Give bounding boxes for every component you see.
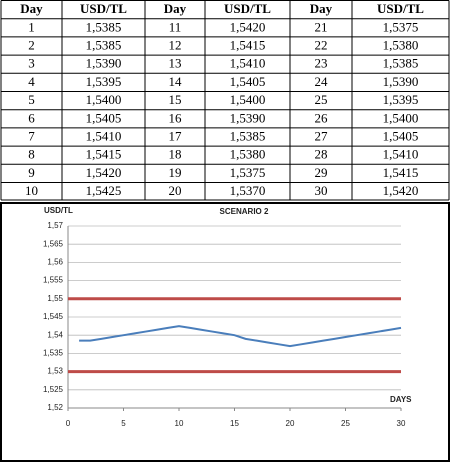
table-cell: 1,5425 [86,183,122,198]
table-cell: 26 [315,110,329,125]
y-tick-label: 1,52 [47,403,63,412]
table-cell: 1,5415 [86,147,122,162]
table-header: USD/TL [377,1,424,16]
y-tick-label: 1,525 [43,385,64,394]
table-cell: 1,5385 [383,56,419,71]
table-cell: 1,5395 [86,74,122,89]
x-tick-label: 5 [121,419,126,428]
table-header: USD/TL [80,1,127,16]
table-cell: 1,5420 [230,19,266,34]
table-cell: 1,5410 [230,56,266,71]
table-cell: 1,5385 [230,128,266,143]
table-cell: 1,5410 [383,147,419,162]
y-tick-label: 1,57 [47,221,63,230]
table-cell: 15 [169,92,182,107]
table-cell: 4 [28,74,35,89]
y-tick-label: 1,545 [43,312,64,321]
x-axis-label: DAYS [390,395,412,404]
table-header: Day [310,1,333,16]
table-cell: 1,5405 [383,128,419,143]
y-tick-label: 1,54 [47,330,63,339]
y-tick-label: 1,555 [43,276,64,285]
table-header: USD/TL [224,1,271,16]
table-cell: 1,5405 [230,74,266,89]
y-tick-label: 1,53 [47,367,63,376]
table-cell: 1,5370 [230,183,266,198]
table-cell: 1,5400 [383,110,419,125]
y-tick-label: 1,535 [43,349,64,358]
table-cell: 29 [315,165,328,180]
x-tick-label: 15 [230,419,239,428]
table-cell: 1,5380 [383,37,419,52]
table-cell: 6 [28,110,35,125]
table-cell: 1,5415 [230,37,266,52]
table-cell: 1,5375 [230,165,266,180]
table-cell: 11 [169,19,182,34]
x-tick-label: 30 [397,419,406,428]
table-cell: 1,5410 [86,128,122,143]
table-cell: 10 [25,183,38,198]
table-cell: 1,5400 [86,92,122,107]
table-cell: 1 [28,19,35,34]
table-cell: 30 [315,183,328,198]
table-cell: 1,5385 [86,37,122,52]
table-cell: 14 [169,74,183,89]
x-tick-label: 20 [286,419,295,428]
table-cell: 3 [28,56,35,71]
table-cell: 1,5380 [230,147,266,162]
table-cell: 1,5420 [383,183,419,198]
table-cell: 18 [169,147,182,162]
table-cell: 1,5395 [383,92,419,107]
table-cell: 13 [169,56,182,71]
table-cell: 1,5415 [383,165,419,180]
table-cell: 12 [169,37,182,52]
table-header: Day [164,1,187,16]
table-cell: 22 [315,37,328,52]
table-cell: 27 [315,128,329,143]
chart-title: SCENARIO 2 [220,207,269,216]
table-cell: 1,5390 [86,56,122,71]
table-cell: 2 [28,37,35,52]
table-cell: 20 [169,183,182,198]
y-tick-label: 1,56 [47,258,63,267]
table-cell: 1,5390 [230,110,266,125]
table-cell: 21 [315,19,328,34]
table-cell: 1,5385 [86,19,122,34]
table-cell: 1,5420 [86,165,122,180]
table-cell: 17 [169,128,183,143]
table-cell: 1,5405 [86,110,122,125]
x-tick-label: 25 [341,419,350,428]
table-cell: 1,5390 [383,74,419,89]
table-cell: 1,5400 [230,92,266,107]
table-cell: 1,5375 [383,19,419,34]
table-cell: 9 [28,165,35,180]
table-cell: 25 [315,92,328,107]
table-cell: 16 [169,110,183,125]
table-cell: 24 [315,74,329,89]
x-tick-label: 10 [175,419,184,428]
table-cell: 23 [315,56,328,71]
table-cell: 8 [28,147,35,162]
table-cell: 19 [169,165,182,180]
series-line [79,325,402,348]
table-cell: 5 [28,92,35,107]
table-cell: 28 [315,147,328,162]
y-axis-label: USD/TL [44,206,73,215]
x-tick-label: 0 [66,419,71,428]
y-tick-label: 1,565 [43,239,64,248]
table-header: Day [20,1,43,16]
table-cell: 7 [28,128,35,143]
y-tick-label: 1,55 [47,294,63,303]
